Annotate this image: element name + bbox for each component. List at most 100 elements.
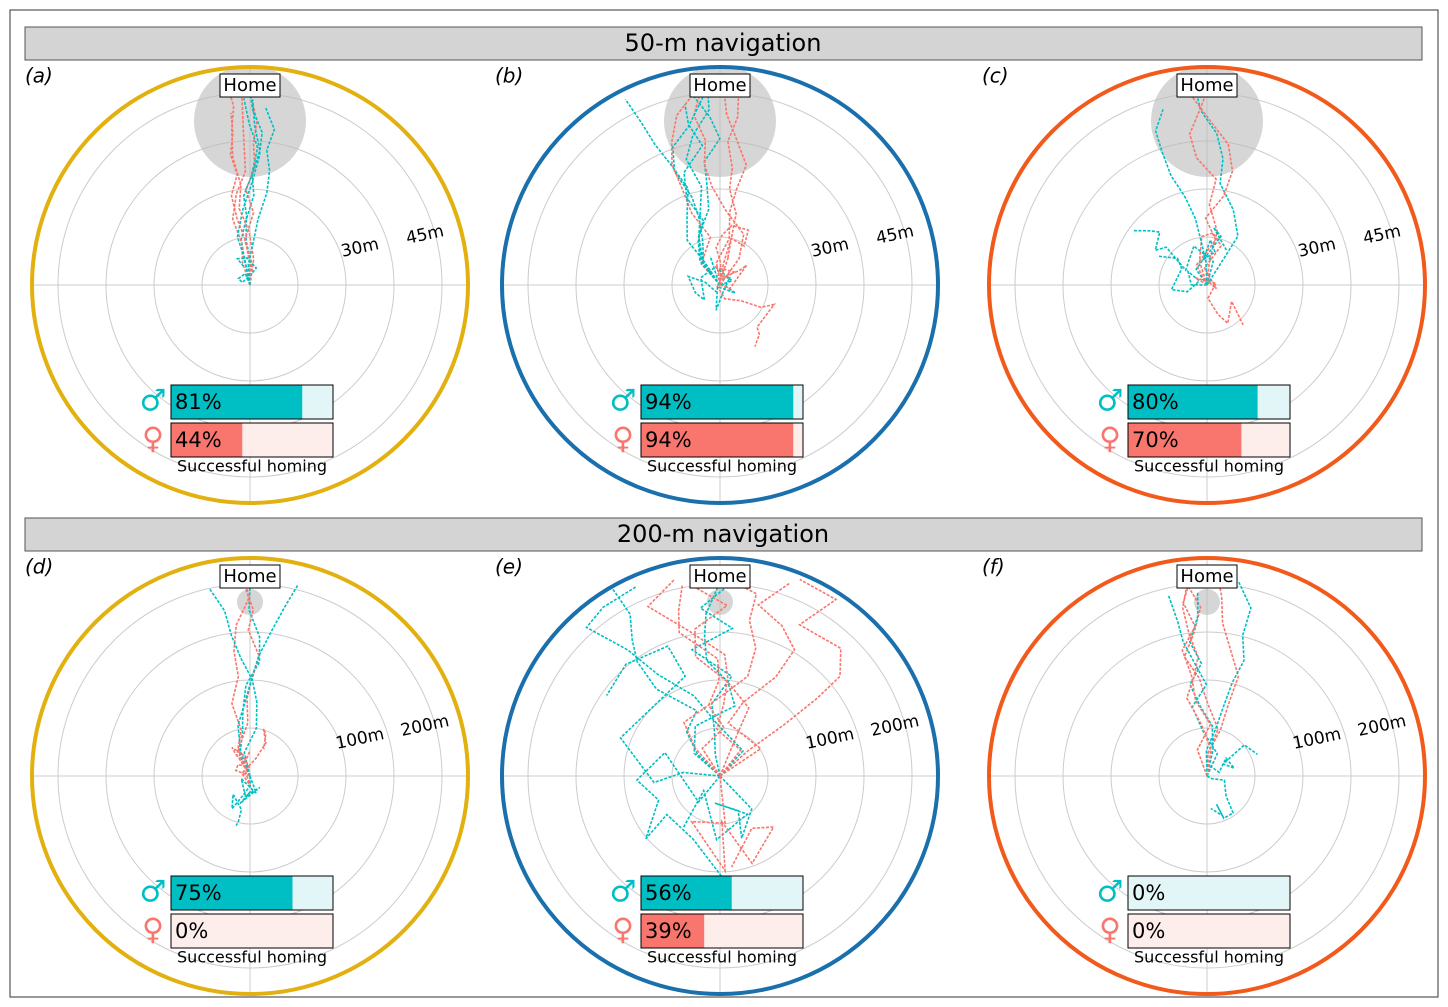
track xyxy=(610,585,721,777)
panel: (f) Home 100m 200m ♂ 0% ♀ 0% Successful homing xyxy=(982,555,1427,996)
track xyxy=(231,746,251,777)
home-label: Home xyxy=(1180,566,1233,587)
panel: (e) Home 100m 200m ♂ 56% ♀ 39% Successful homing xyxy=(495,555,940,996)
panel: (c) Home 30m 45m ♂ 80% ♀ 70% Successful homing xyxy=(982,64,1427,505)
track xyxy=(691,93,721,286)
male-symbol: ♂ xyxy=(140,384,167,419)
track xyxy=(709,255,736,311)
track xyxy=(671,104,721,286)
track xyxy=(1195,226,1228,286)
track xyxy=(1206,570,1240,777)
track xyxy=(690,775,776,874)
caption: Successful homing xyxy=(177,948,327,967)
track xyxy=(677,585,726,777)
male-bar-frame xyxy=(170,384,334,420)
arena-boundary xyxy=(987,556,1427,996)
panel-label: (d) xyxy=(25,555,53,579)
ring-label: 30m xyxy=(1296,234,1338,262)
male-bar-bg xyxy=(1127,875,1291,911)
female-value-label: 0% xyxy=(1132,919,1165,943)
track xyxy=(1133,229,1215,286)
track xyxy=(719,582,796,777)
panel-label: (a) xyxy=(25,64,53,88)
track xyxy=(231,775,252,826)
track xyxy=(1194,89,1239,286)
panel-label: (b) xyxy=(495,64,523,88)
caption: Successful homing xyxy=(177,457,327,476)
ring-label: 100m xyxy=(804,724,856,754)
female-bar-frame xyxy=(170,913,334,949)
female-bar-bg xyxy=(170,913,334,949)
female-symbol: ♀ xyxy=(612,422,634,457)
arena-boundary xyxy=(987,65,1427,505)
caption: Successful homing xyxy=(1134,948,1284,967)
track xyxy=(238,587,261,777)
female-bar-frame xyxy=(1127,422,1291,458)
male-value-label: 0% xyxy=(1132,881,1165,905)
female-value-label: 44% xyxy=(175,428,222,452)
caption: Successful homing xyxy=(1134,457,1284,476)
female-bar-frame xyxy=(170,422,334,458)
figure-frame xyxy=(9,9,1439,998)
male-symbol: ♂ xyxy=(1097,384,1124,419)
ring-label: 45m xyxy=(1361,221,1403,249)
male-value-label: 75% xyxy=(175,881,222,905)
male-bar xyxy=(641,385,794,419)
panel: (b) Home 30m 45m ♂ 94% ♀ 94% Successful homing xyxy=(495,64,940,505)
female-symbol: ♀ xyxy=(142,913,164,948)
home-box xyxy=(1176,73,1238,98)
track xyxy=(585,586,745,777)
ring-label: 100m xyxy=(334,724,386,754)
panel-label: (c) xyxy=(982,64,1009,88)
panel-label: (f) xyxy=(982,555,1005,579)
female-bar-frame xyxy=(640,913,804,949)
female-bar-frame xyxy=(1127,913,1291,949)
female-symbol: ♀ xyxy=(612,913,634,948)
track xyxy=(1188,81,1219,286)
track xyxy=(229,112,251,286)
home-box xyxy=(689,73,751,98)
home-box xyxy=(1176,564,1238,589)
track xyxy=(243,93,258,286)
track xyxy=(682,775,753,842)
arena-boundary xyxy=(30,65,470,505)
home-label: Home xyxy=(693,75,746,96)
arena-boundary xyxy=(30,556,470,996)
track xyxy=(646,578,742,777)
ring-label: 30m xyxy=(339,234,381,262)
arena-boundary xyxy=(500,65,940,505)
ring-label: 30m xyxy=(809,234,851,262)
ring-label: 45m xyxy=(404,221,446,249)
female-bar xyxy=(171,423,243,457)
track xyxy=(635,751,730,887)
track xyxy=(682,572,758,777)
track xyxy=(231,572,251,777)
ring-label: 200m xyxy=(869,711,921,741)
track xyxy=(670,91,721,286)
female-bar-bg xyxy=(1127,913,1291,949)
caption: Successful homing xyxy=(647,948,797,967)
track xyxy=(247,107,276,286)
home-label: Home xyxy=(223,566,276,587)
female-symbol: ♀ xyxy=(142,422,164,457)
track xyxy=(1181,582,1212,777)
track xyxy=(1181,574,1212,777)
male-bar-frame xyxy=(1127,384,1291,420)
female-bar-frame xyxy=(640,422,804,458)
caption: Successful homing xyxy=(647,457,797,476)
male-value-label: 94% xyxy=(645,390,692,414)
home-box xyxy=(219,73,281,98)
track xyxy=(1206,743,1258,777)
ring-label: 200m xyxy=(1356,711,1408,741)
track xyxy=(605,645,721,784)
section-title: 50-m navigation xyxy=(625,29,822,57)
male-bar xyxy=(1128,385,1258,419)
male-bar xyxy=(171,385,303,419)
track xyxy=(1206,775,1235,820)
female-bar xyxy=(641,914,705,948)
male-symbol: ♂ xyxy=(610,875,637,910)
arena-boundary xyxy=(500,556,940,996)
track xyxy=(209,588,258,777)
panel: (d) Home 100m 200m ♂ 75% ♀ 0% Successful homing xyxy=(25,555,470,996)
track xyxy=(715,284,777,347)
